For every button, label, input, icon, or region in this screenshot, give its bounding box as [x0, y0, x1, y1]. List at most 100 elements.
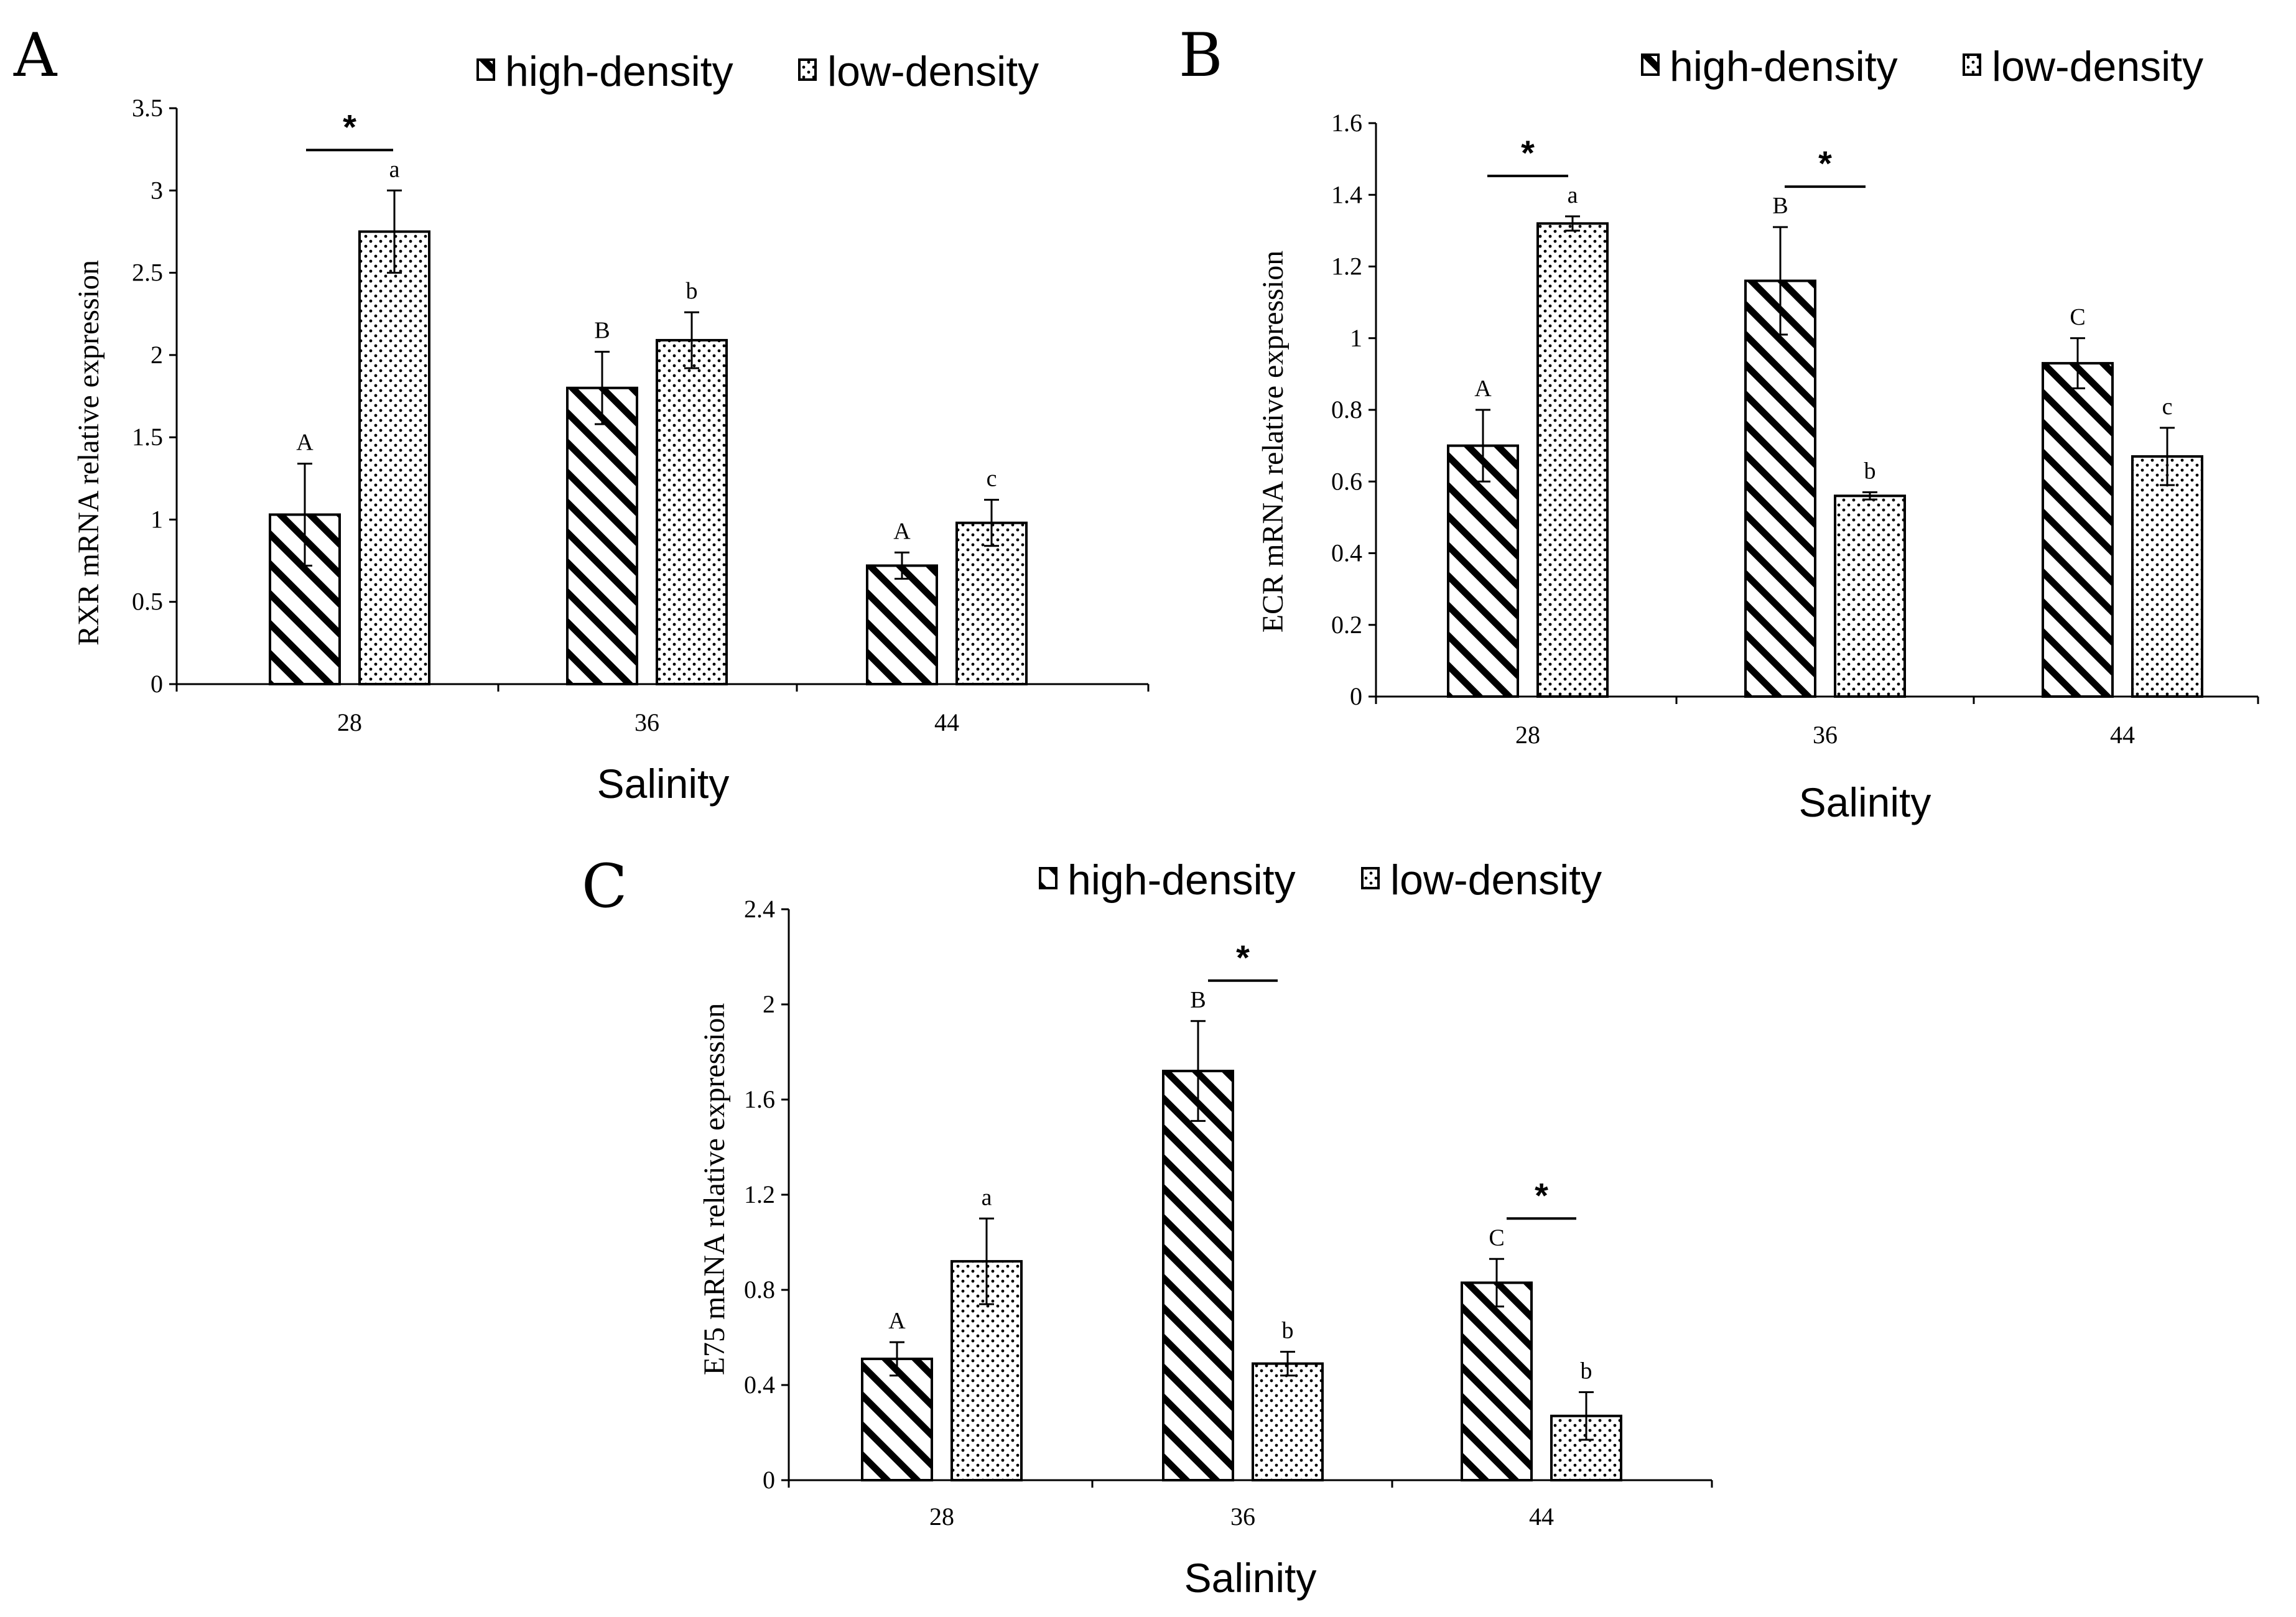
bar-low-density-36 — [656, 339, 728, 685]
panel-c-e75-chart: C high-density low-density E75 mRNA rela… — [582, 851, 1713, 1601]
error-bar — [1489, 1258, 1504, 1308]
y-axis-title: E75 mRNA relative expression — [698, 1003, 731, 1376]
y-tick-label: 2 — [151, 341, 163, 369]
legend-label-low-density: low-density — [1390, 856, 1602, 904]
y-tick-label: 2 — [763, 990, 775, 1018]
bars: Aa Bb Ac — [269, 156, 1028, 686]
legend: high-density low-density — [476, 48, 1039, 95]
significance-letter: C — [1489, 1225, 1504, 1251]
bar-low-density-36 — [1252, 1362, 1324, 1481]
x-axis: 28 36 44 — [788, 1480, 1713, 1531]
legend-swatch-high-density — [476, 58, 495, 81]
error-bar — [979, 1217, 994, 1305]
significance-letter: c — [2162, 394, 2173, 420]
y-axis: 0 0.4 0.8 1.2 1.6 2 2.4 — [744, 895, 789, 1494]
error-bar — [2160, 427, 2175, 486]
y-axis-title: RXR mRNA relative expression — [72, 260, 105, 646]
legend: high-density low-density — [1641, 43, 2203, 90]
x-tick-label: 36 — [1813, 721, 1838, 749]
y-tick-label: 0.2 — [1331, 611, 1362, 639]
legend-label-high-density: high-density — [505, 48, 733, 95]
legend-swatch-high-density — [1039, 867, 1057, 889]
bar-low-density-44 — [955, 521, 1028, 685]
bar-high-density-28 — [861, 1357, 933, 1482]
panel-letter: A — [13, 21, 58, 90]
error-bar — [1579, 1391, 1594, 1441]
panel-a-rxr-chart: A high-density low-density RXR mRNA rela… — [13, 21, 1150, 807]
error-bar — [297, 462, 312, 567]
significance-letter: b — [686, 278, 698, 304]
y-axis-title: ECR mRNA relative expression — [1257, 251, 1290, 633]
legend: high-density low-density — [1039, 856, 1602, 904]
error-bar — [1862, 491, 1877, 501]
bar-high-density-28 — [1447, 444, 1519, 698]
significance-markers: ** — [1487, 133, 1866, 188]
bar-high-density-36 — [566, 386, 638, 685]
bar-low-density-44 — [2131, 455, 2203, 698]
bars: Aa Bb Cc — [1447, 182, 2203, 698]
x-axis-title: Salinity — [1799, 779, 1931, 825]
significance-letter: b — [1581, 1358, 1592, 1384]
y-tick-label: 0 — [151, 670, 163, 698]
y-tick-label: 2.4 — [744, 895, 775, 923]
bar-high-density-36 — [1744, 279, 1816, 698]
y-tick-label: 0.8 — [1331, 396, 1362, 424]
error-bar — [2070, 337, 2085, 389]
bar-high-density-44 — [866, 564, 938, 685]
legend-label-low-density: low-density — [1992, 43, 2203, 90]
y-tick-label: 1.4 — [1331, 180, 1362, 208]
error-bar — [1773, 226, 1788, 336]
error-bar — [387, 189, 402, 274]
bar-high-density-36 — [1162, 1070, 1234, 1481]
x-tick-label: 28 — [1515, 721, 1540, 749]
panel-letter: C — [582, 851, 627, 921]
significance-star: * — [1521, 133, 1535, 172]
significance-star: * — [343, 107, 356, 146]
x-tick-label: 44 — [2110, 721, 2135, 749]
x-axis-title: Salinity — [597, 761, 730, 807]
significance-letter: b — [1864, 458, 1876, 484]
y-tick-label: 1.6 — [1331, 109, 1362, 137]
x-tick-label: 44 — [1529, 1503, 1554, 1531]
y-tick-label: 0.5 — [132, 588, 163, 616]
legend-swatch-high-density — [1641, 53, 1660, 76]
significance-letter: B — [594, 318, 610, 344]
y-tick-label: 2.5 — [132, 259, 163, 287]
error-bar — [895, 551, 909, 580]
panel-b-ecr-chart: B high-density low-density ECR mRNA rela… — [1179, 21, 2259, 825]
y-tick-label: 0.6 — [1331, 467, 1362, 495]
y-tick-label: 1.2 — [744, 1180, 775, 1208]
y-tick-label: 1.6 — [744, 1085, 775, 1113]
significance-star: * — [1236, 938, 1250, 977]
significance-letter: a — [389, 156, 400, 182]
error-bar — [1565, 215, 1580, 232]
y-tick-label: 0 — [1350, 682, 1362, 710]
error-bar — [595, 351, 610, 425]
bar-low-density-28 — [1536, 222, 1609, 698]
y-tick-label: 3.5 — [132, 94, 163, 122]
legend-label-high-density: high-density — [1670, 43, 1898, 90]
bar-high-density-44 — [2042, 362, 2114, 698]
significance-letter: A — [888, 1308, 906, 1334]
y-tick-label: 1.2 — [1331, 253, 1362, 280]
bar-low-density-28 — [358, 230, 430, 685]
y-tick-label: 0.4 — [744, 1371, 775, 1399]
x-axis: 28 36 44 — [1375, 697, 2259, 749]
error-bar — [1476, 409, 1490, 483]
significance-letter: a — [1568, 182, 1578, 208]
significance-letter: A — [1474, 376, 1492, 402]
legend-label-high-density: high-density — [1067, 856, 1296, 904]
legend-label-low-density: low-density — [827, 48, 1039, 95]
y-tick-label: 0 — [763, 1466, 775, 1494]
significance-letter: b — [1282, 1317, 1294, 1343]
y-tick-label: 0.8 — [744, 1276, 775, 1304]
y-axis: 0 0.5 1 1.5 2 2.5 3 3.5 — [132, 94, 177, 698]
bars: Aa Bb Cb — [861, 987, 1622, 1482]
x-axis: 28 36 44 — [175, 684, 1150, 736]
significance-letter: a — [982, 1184, 992, 1210]
legend-swatch-low-density — [1361, 867, 1380, 889]
y-axis: 0 0.2 0.4 0.6 0.8 1 1.2 1.4 1.6 — [1331, 109, 1376, 710]
panel-letter: B — [1179, 21, 1223, 90]
y-tick-label: 1 — [1350, 324, 1362, 352]
